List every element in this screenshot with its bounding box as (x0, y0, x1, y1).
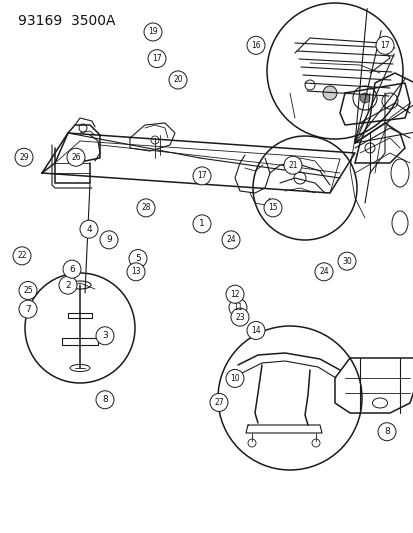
Text: 7: 7 (25, 305, 31, 313)
Text: 3: 3 (102, 332, 108, 340)
Circle shape (375, 36, 393, 54)
Circle shape (230, 308, 248, 326)
Circle shape (147, 50, 166, 68)
Text: 25: 25 (23, 286, 33, 295)
Text: 17: 17 (197, 172, 206, 180)
Circle shape (67, 148, 85, 166)
Text: 13: 13 (131, 268, 140, 276)
Circle shape (359, 93, 369, 103)
Circle shape (263, 199, 281, 217)
Circle shape (100, 231, 118, 249)
Text: 14: 14 (251, 326, 260, 335)
Circle shape (221, 231, 240, 249)
Text: 5: 5 (135, 254, 140, 263)
Circle shape (63, 260, 81, 278)
Text: 29: 29 (19, 153, 29, 161)
Text: 10: 10 (230, 374, 239, 383)
Circle shape (228, 298, 247, 317)
Circle shape (129, 249, 147, 268)
Circle shape (337, 252, 355, 270)
Text: 4: 4 (86, 225, 92, 233)
Circle shape (96, 327, 114, 345)
Circle shape (322, 86, 336, 100)
Text: 16: 16 (251, 41, 260, 50)
Text: 93169  3500A: 93169 3500A (18, 14, 115, 28)
Text: 26: 26 (71, 153, 81, 161)
Text: 15: 15 (268, 204, 277, 212)
Circle shape (19, 300, 37, 318)
Text: 17: 17 (152, 54, 161, 63)
Text: 8: 8 (383, 427, 389, 436)
Text: 21: 21 (287, 161, 297, 169)
Circle shape (314, 263, 332, 281)
Text: 27: 27 (214, 398, 223, 407)
Text: 20: 20 (173, 76, 183, 84)
Circle shape (127, 263, 145, 281)
Text: 22: 22 (17, 252, 27, 260)
Circle shape (59, 276, 77, 294)
Circle shape (169, 71, 187, 89)
Circle shape (13, 247, 31, 265)
Circle shape (19, 281, 37, 300)
Circle shape (137, 199, 154, 217)
Circle shape (192, 215, 211, 233)
Text: 11: 11 (233, 303, 242, 312)
Text: 30: 30 (341, 257, 351, 265)
Text: 12: 12 (230, 290, 239, 298)
Text: 6: 6 (69, 265, 75, 273)
Text: 8: 8 (102, 395, 108, 404)
Text: 17: 17 (379, 41, 389, 50)
Circle shape (192, 167, 211, 185)
Circle shape (247, 321, 264, 340)
Circle shape (96, 391, 114, 409)
Text: 9: 9 (106, 236, 112, 244)
Circle shape (15, 148, 33, 166)
Circle shape (209, 393, 228, 411)
Text: 2: 2 (65, 281, 71, 289)
Text: 23: 23 (235, 313, 244, 321)
Circle shape (225, 285, 243, 303)
Circle shape (377, 423, 395, 441)
Text: 19: 19 (148, 28, 157, 36)
Circle shape (144, 23, 161, 41)
Circle shape (225, 369, 243, 387)
Text: 1: 1 (199, 220, 204, 228)
Text: 24: 24 (318, 268, 328, 276)
Circle shape (80, 220, 98, 238)
Text: 28: 28 (141, 204, 150, 212)
Circle shape (247, 36, 264, 54)
Circle shape (283, 156, 301, 174)
Text: 24: 24 (225, 236, 235, 244)
